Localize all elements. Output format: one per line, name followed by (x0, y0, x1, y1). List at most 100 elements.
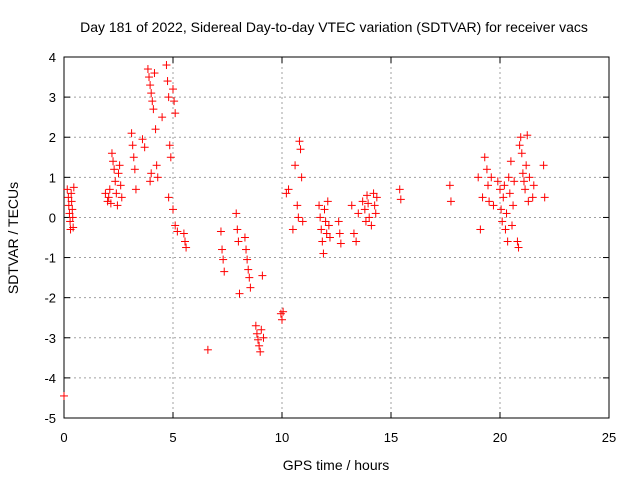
data-point (505, 189, 514, 198)
data-point (169, 205, 177, 214)
data-point (131, 185, 140, 194)
data-point (295, 137, 304, 146)
x-axis-ticks: 0 5 10 15 20 25 (60, 57, 616, 445)
data-point (179, 229, 188, 238)
data-point (165, 141, 174, 150)
data-point (485, 197, 494, 206)
data-point (321, 217, 330, 226)
y-axis-label: SDTVAR / TECUs (5, 182, 21, 294)
x-axis-label: GPS time / hours (283, 457, 390, 473)
x-tick-label: 15 (384, 430, 398, 445)
data-point (334, 217, 343, 226)
data-series (60, 61, 549, 400)
data-point (251, 321, 260, 330)
data-point (515, 141, 524, 150)
y-tick-label: -5 (44, 411, 56, 426)
data-point (240, 233, 249, 242)
data-point (65, 209, 74, 218)
data-point (521, 185, 530, 194)
data-point (493, 177, 502, 186)
data-point (203, 345, 212, 354)
x-tick-label: 0 (60, 430, 67, 445)
data-point (104, 193, 113, 202)
data-point (143, 65, 152, 74)
data-point (497, 205, 506, 214)
data-point (517, 149, 526, 158)
data-point (294, 213, 303, 222)
data-point (69, 223, 78, 232)
data-point (513, 237, 522, 246)
data-point (525, 173, 534, 182)
data-point (369, 189, 378, 198)
data-point (257, 325, 266, 334)
data-point (246, 283, 255, 292)
data-point (116, 181, 125, 190)
data-point (509, 201, 518, 210)
data-point (107, 149, 116, 158)
data-point (445, 181, 454, 190)
data-point (235, 289, 244, 298)
data-point (153, 173, 162, 182)
data-point (320, 205, 329, 214)
y-tick-label: -3 (44, 331, 56, 346)
y-tick-label: -4 (44, 371, 56, 386)
data-point (163, 77, 172, 86)
data-point (147, 169, 156, 178)
data-point (242, 245, 251, 254)
x-tick-label: 10 (275, 430, 289, 445)
data-point (474, 173, 483, 182)
data-point (164, 193, 173, 202)
data-point (103, 197, 112, 206)
data-point (298, 217, 307, 226)
data-point (518, 169, 527, 178)
data-point (146, 177, 155, 186)
data-point (371, 209, 380, 218)
data-point (173, 227, 182, 236)
data-point (105, 185, 114, 194)
data-point (352, 237, 361, 246)
data-point (358, 197, 367, 206)
chart-title: Day 181 of 2022, Sidereal Day-to-day VTE… (80, 19, 588, 35)
data-point (60, 391, 68, 400)
data-point (480, 153, 489, 162)
data-point (252, 329, 261, 338)
data-point (64, 201, 73, 210)
data-point (487, 173, 496, 182)
data-point (516, 133, 525, 142)
data-point (164, 93, 173, 102)
data-point (288, 225, 297, 234)
data-point (254, 335, 263, 344)
data-point (347, 201, 356, 210)
data-point (324, 221, 333, 230)
data-point (523, 131, 532, 140)
data-point (171, 221, 180, 230)
data-point (482, 165, 491, 174)
data-point (514, 243, 523, 252)
data-point (171, 109, 180, 118)
data-point (360, 205, 369, 214)
data-point (291, 161, 300, 170)
x-tick-label: 5 (169, 430, 176, 445)
data-point (111, 177, 120, 186)
data-point (279, 307, 288, 316)
data-point (478, 193, 487, 202)
y-tick-label: 0 (49, 210, 56, 225)
data-point (529, 181, 538, 190)
data-point (256, 347, 265, 356)
data-point (182, 243, 191, 252)
data-point (484, 181, 493, 190)
data-point (510, 177, 519, 186)
data-point (489, 201, 498, 210)
data-point (158, 113, 167, 122)
data-point (106, 199, 115, 208)
data-point (151, 125, 160, 134)
data-point (396, 195, 405, 204)
data-point (372, 193, 381, 202)
y-tick-label: -1 (44, 251, 56, 266)
data-point (138, 135, 147, 144)
data-point (66, 217, 75, 226)
data-point (117, 193, 126, 202)
data-point (218, 245, 227, 254)
data-point (67, 197, 76, 206)
